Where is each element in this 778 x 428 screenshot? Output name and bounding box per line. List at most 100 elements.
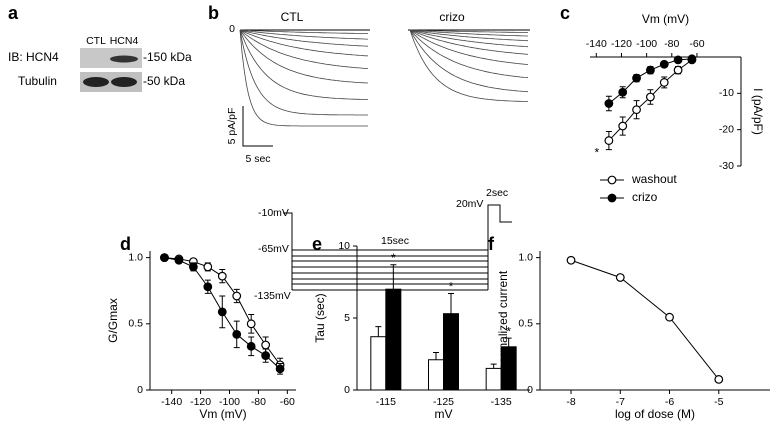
x-tick-label: -135 bbox=[491, 396, 512, 408]
y-tick-label: 5 bbox=[344, 312, 350, 324]
x-tick-label: -120 bbox=[190, 396, 211, 408]
data-point bbox=[687, 54, 697, 64]
blot-band bbox=[111, 77, 137, 87]
current-trace bbox=[239, 29, 368, 116]
current-trace bbox=[239, 29, 369, 34]
current-trace bbox=[409, 29, 528, 102]
current-trace bbox=[239, 29, 369, 84]
marker-label: -150 kDa bbox=[143, 50, 192, 64]
panel-label: a bbox=[8, 3, 19, 23]
bar bbox=[485, 367, 502, 391]
x-tick-label: -60 bbox=[280, 396, 295, 408]
y-tick-label: 0 bbox=[344, 384, 350, 396]
data-point bbox=[203, 282, 213, 292]
current-trace bbox=[239, 29, 369, 69]
annotation: * bbox=[506, 324, 511, 338]
error-bar bbox=[448, 293, 454, 314]
panel-label: b bbox=[208, 3, 219, 23]
bar bbox=[370, 336, 387, 391]
x-tick-label: -60 bbox=[689, 38, 704, 50]
protocol-label: -65mV bbox=[258, 243, 289, 255]
lane-label: HCN4 bbox=[110, 35, 139, 47]
data-point bbox=[188, 262, 198, 272]
annotation: * bbox=[449, 280, 454, 294]
current-trace bbox=[409, 29, 529, 65]
x-tick-label: -6 bbox=[665, 396, 674, 408]
scale-bar bbox=[242, 106, 273, 147]
data-point bbox=[275, 364, 285, 374]
y-tick-label: -20 bbox=[719, 123, 734, 135]
data-point bbox=[618, 121, 628, 131]
data-point bbox=[632, 105, 641, 115]
legend-marker bbox=[607, 175, 617, 185]
blot-band bbox=[83, 77, 109, 87]
x-axis-title: Vm (mV) bbox=[199, 407, 246, 421]
y-tick-label: 0 bbox=[137, 384, 143, 396]
panel-label: e bbox=[312, 234, 322, 254]
data-point bbox=[174, 255, 184, 265]
current-trace bbox=[409, 29, 529, 79]
protocol-label: 2sec bbox=[486, 187, 508, 199]
error-bar bbox=[433, 352, 439, 360]
data-point bbox=[604, 136, 614, 145]
protocol-label: -135mV bbox=[254, 290, 291, 302]
y-tick-label: 1.0 bbox=[518, 251, 533, 263]
bar bbox=[443, 313, 459, 391]
current-trace bbox=[409, 29, 528, 33]
x-tick-label: -7 bbox=[616, 396, 625, 408]
x-axis-title: log of dose (M) bbox=[615, 407, 695, 421]
y-tick-label: 10 bbox=[338, 240, 350, 252]
current-trace bbox=[239, 29, 368, 40]
current-trace bbox=[239, 29, 369, 47]
current-trace bbox=[409, 29, 528, 37]
protocol-label: 15sec bbox=[381, 235, 409, 247]
bar bbox=[428, 359, 444, 391]
protocol-label: 20mV bbox=[456, 198, 483, 210]
x-tick-label: -80 bbox=[664, 38, 679, 50]
x-tick-label: -100 bbox=[219, 396, 240, 408]
data-point bbox=[160, 253, 169, 263]
current-trace bbox=[409, 29, 529, 48]
y-tick-label: -30 bbox=[719, 160, 734, 172]
data-point bbox=[246, 319, 256, 329]
panel-label: f bbox=[488, 234, 495, 254]
data-point bbox=[261, 340, 271, 350]
data-point bbox=[615, 273, 625, 282]
data-point bbox=[646, 65, 655, 75]
x-tick-label: -140 bbox=[586, 38, 607, 50]
annotation: * bbox=[391, 251, 396, 265]
x-axis-title: mV bbox=[435, 407, 453, 421]
data-point bbox=[665, 312, 674, 322]
y-axis-title: I (pA/pF) bbox=[751, 88, 765, 135]
data-point bbox=[714, 375, 724, 384]
data-point bbox=[659, 59, 669, 69]
data-point bbox=[673, 65, 683, 75]
y-tick-label: 0.5 bbox=[518, 318, 533, 330]
x-tick-label: -120 bbox=[611, 38, 632, 50]
x-tick-label: -115 bbox=[376, 396, 396, 408]
data-point bbox=[659, 78, 669, 87]
x-axis-title: Vm (mV) bbox=[642, 12, 689, 26]
error-bar bbox=[490, 363, 497, 369]
current-trace bbox=[239, 29, 369, 57]
current-trace bbox=[239, 29, 368, 127]
bar bbox=[385, 288, 402, 391]
current-trace bbox=[409, 29, 529, 42]
current-trace bbox=[239, 29, 368, 100]
data-point bbox=[673, 55, 683, 65]
y-tick-label: 0 bbox=[527, 384, 533, 396]
panel-label: c bbox=[560, 3, 570, 23]
data-point bbox=[632, 73, 641, 83]
x-tick-label: -8 bbox=[566, 396, 575, 408]
zero-label: 0 bbox=[229, 23, 235, 35]
row-label: Tubulin bbox=[18, 74, 57, 88]
lane-label: CTL bbox=[86, 35, 106, 47]
legend-label: crizo bbox=[632, 190, 658, 204]
x-tick-label: -140 bbox=[161, 396, 182, 408]
y-tick-label: -10 bbox=[719, 87, 734, 99]
row-label: IB: HCN4 bbox=[8, 50, 59, 64]
error-bar bbox=[375, 326, 382, 337]
condition-label: crizo bbox=[439, 10, 465, 24]
marker-label: -50 kDa bbox=[143, 74, 185, 88]
